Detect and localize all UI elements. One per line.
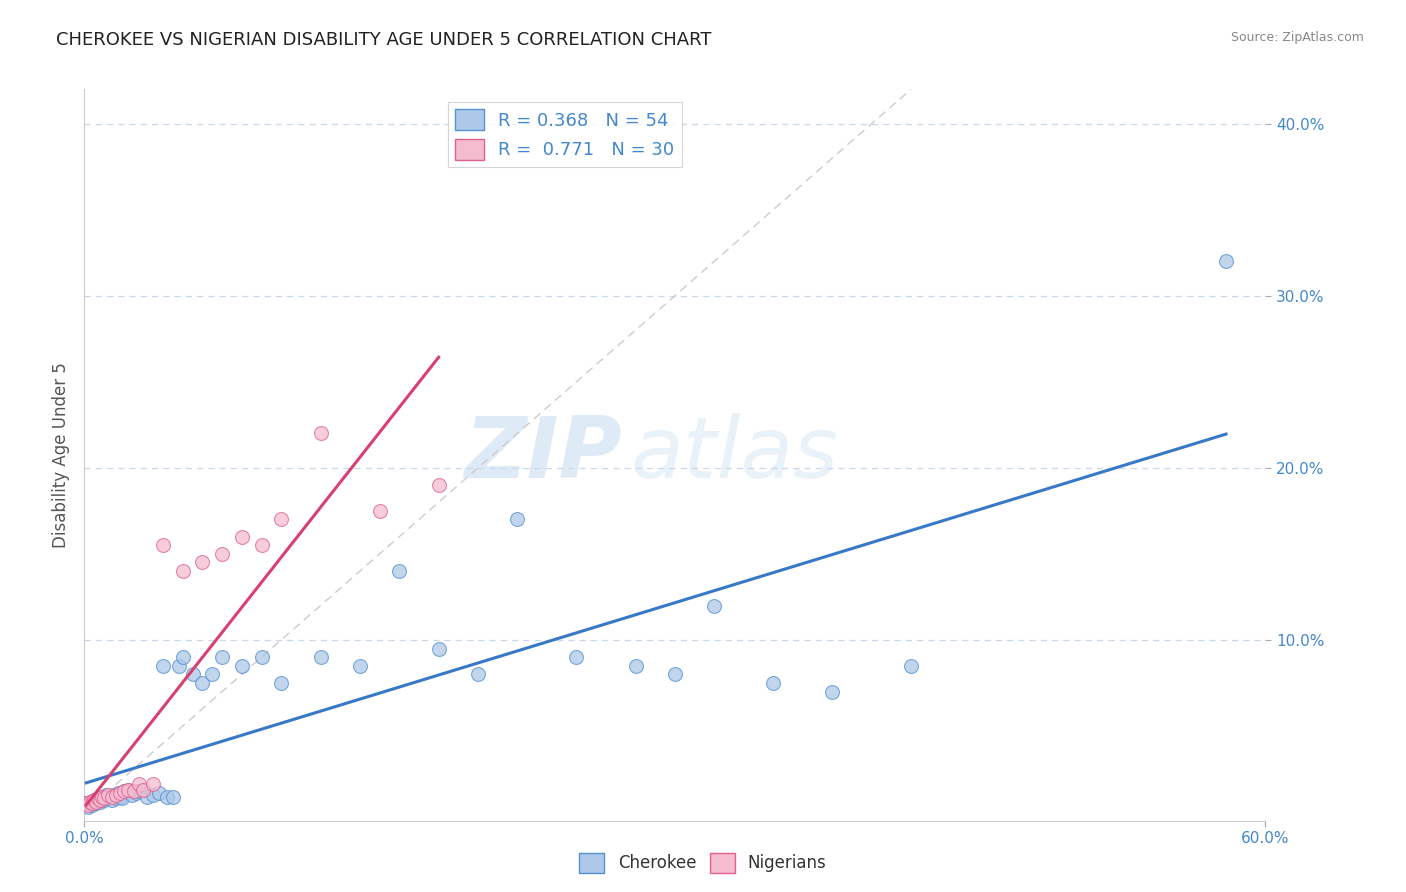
Point — [250, 650, 273, 665]
Point — [211, 650, 233, 665]
Point — [84, 797, 107, 811]
Point — [79, 795, 101, 809]
Point — [83, 793, 105, 807]
Point — [231, 530, 253, 544]
Point — [89, 793, 111, 807]
Point — [172, 650, 194, 665]
Point — [79, 795, 101, 809]
Y-axis label: Disability Age Under 5: Disability Age Under 5 — [52, 362, 70, 548]
Point — [117, 782, 139, 797]
Point — [82, 798, 104, 813]
Point — [97, 791, 120, 805]
Point — [624, 658, 647, 673]
Point — [77, 800, 100, 814]
Point — [231, 658, 253, 673]
Text: CHEROKEE VS NIGERIAN DISABILITY AGE UNDER 5 CORRELATION CHART: CHEROKEE VS NIGERIAN DISABILITY AGE UNDE… — [56, 31, 711, 49]
Point — [112, 784, 135, 798]
Point — [103, 788, 125, 802]
Point — [117, 782, 139, 797]
Point — [91, 789, 114, 804]
Point — [142, 788, 165, 802]
Legend: Cherokee, Nigerians: Cherokee, Nigerians — [572, 847, 834, 880]
Point — [132, 782, 155, 797]
Point — [762, 676, 785, 690]
Point — [108, 786, 131, 800]
Point — [201, 667, 224, 681]
Point — [250, 538, 273, 552]
Point — [111, 791, 134, 805]
Point — [83, 793, 105, 807]
Point — [388, 564, 411, 578]
Point — [121, 788, 143, 802]
Point — [191, 676, 214, 690]
Point — [270, 512, 292, 526]
Point — [93, 791, 115, 805]
Point — [136, 789, 159, 804]
Point — [156, 789, 179, 804]
Point — [124, 786, 146, 800]
Point — [565, 650, 588, 665]
Point — [821, 684, 844, 698]
Point — [368, 504, 391, 518]
Point — [148, 786, 170, 800]
Point — [211, 547, 233, 561]
Text: Source: ZipAtlas.com: Source: ZipAtlas.com — [1230, 31, 1364, 45]
Point — [467, 667, 489, 681]
Point — [93, 793, 115, 807]
Point — [349, 658, 371, 673]
Point — [152, 658, 174, 673]
Point — [87, 791, 110, 805]
Point — [112, 784, 135, 798]
Point — [75, 797, 97, 811]
Point — [142, 777, 165, 791]
Point — [506, 512, 529, 526]
Point — [703, 599, 725, 613]
Point — [104, 791, 127, 805]
Point — [89, 795, 111, 809]
Point — [152, 538, 174, 552]
Point — [309, 650, 332, 665]
Point — [900, 658, 922, 673]
Point — [181, 667, 204, 681]
Point — [427, 641, 450, 656]
Legend: R = 0.368   N = 54, R =  0.771   N = 30: R = 0.368 N = 54, R = 0.771 N = 30 — [447, 102, 682, 167]
Point — [664, 667, 686, 681]
Point — [87, 791, 110, 805]
Point — [172, 564, 194, 578]
Point — [128, 777, 150, 791]
Point — [167, 658, 190, 673]
Point — [270, 676, 292, 690]
Point — [108, 789, 131, 804]
Point — [82, 797, 104, 811]
Point — [97, 788, 120, 802]
Point — [77, 798, 100, 813]
Point — [128, 784, 150, 798]
Point — [91, 789, 114, 804]
Point — [427, 478, 450, 492]
Text: ZIP: ZIP — [464, 413, 621, 497]
Point — [132, 782, 155, 797]
Point — [107, 786, 129, 800]
Point — [162, 789, 184, 804]
Point — [191, 556, 214, 570]
Point — [101, 789, 124, 804]
Point — [122, 784, 145, 798]
Point — [1215, 254, 1237, 268]
Point — [104, 788, 127, 802]
Point — [98, 789, 121, 804]
Text: atlas: atlas — [630, 413, 838, 497]
Point — [101, 793, 124, 807]
Point — [94, 788, 117, 802]
Point — [75, 797, 97, 811]
Point — [309, 426, 332, 441]
Point — [84, 795, 107, 809]
